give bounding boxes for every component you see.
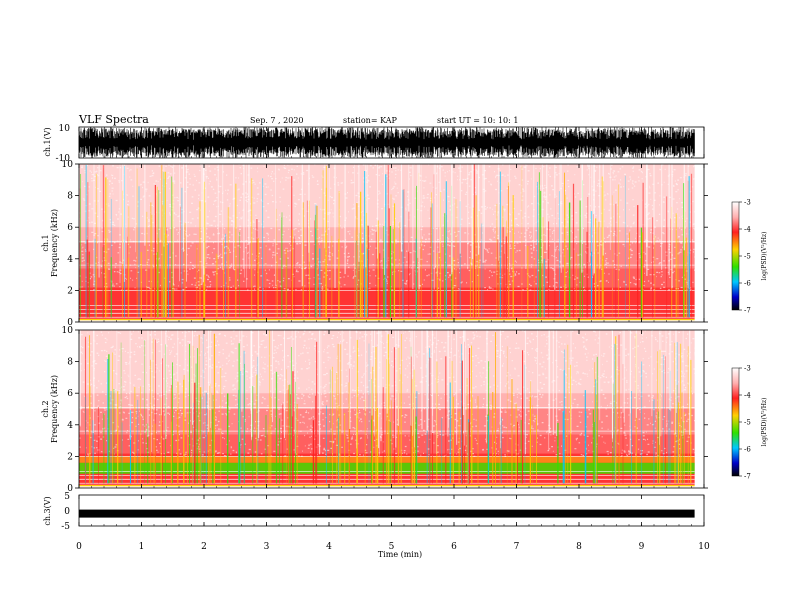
ch2-colorbar-gradient	[731, 367, 740, 477]
ch1-spectrogram-ytick-label: 8	[67, 192, 73, 202]
figure-title: VLF Spectra	[78, 113, 149, 126]
ch1-colorbar-tick-label: -7	[744, 307, 751, 315]
x-tick-label: 6	[451, 542, 457, 552]
ch2-colorbar: -3 -4 -5 -6 -7 log(PSD)(V²/Hz)	[731, 365, 768, 481]
ch2-spectrogram-ytick-label: 6	[67, 389, 73, 399]
x-tick-label: 3	[264, 542, 270, 552]
ch1-colorbar-ticks: -3 -4 -5 -6 -7	[739, 199, 751, 315]
ch1-spectrogram-ytick-label: 10	[62, 160, 74, 170]
ch1-spectrogram-ytick-label: 4	[67, 255, 73, 265]
station-label: station= KAP	[343, 116, 398, 125]
ch1-ylabel: ch.1(V)	[43, 127, 52, 156]
ch2-colorbar-tick-label: -4	[744, 392, 751, 400]
ch3-ylabel: ch.3(V)	[43, 496, 52, 525]
date-label: Sep. 7 , 2020	[250, 116, 304, 125]
ch1-spectrogram-ytick-label: 0	[67, 318, 73, 328]
ch1-colorbar-tick-label: -6	[744, 280, 751, 288]
ch1-waveform-trace	[78, 127, 695, 158]
start-ut-label: start UT = 10: 10: 1	[437, 116, 518, 125]
ch1-ytick-bottom: -10	[56, 154, 71, 164]
ch1-colorbar-tick-label: -3	[744, 199, 751, 207]
x-tick-label: 7	[514, 542, 520, 552]
ch2-spectrogram-ytick-label: 10	[62, 326, 74, 336]
x-tick-label: 0	[76, 542, 82, 552]
x-axis-label: Time (min)	[378, 550, 422, 559]
ch1-spectrogram-ylabel-channel: ch.1	[41, 234, 50, 251]
ch1-ytick-top: 10	[59, 124, 71, 134]
ch1-waveform-line	[78, 127, 695, 158]
ch2-spectrogram-ytick-label: 4	[67, 421, 73, 431]
x-tick-label: 10	[698, 542, 710, 552]
ch1-colorbar-tick-label: -4	[744, 226, 751, 234]
ch1-colorbar-gradient	[731, 201, 740, 311]
ch2-colorbar-ticks: -3 -4 -5 -6 -7	[739, 365, 751, 481]
ch3-waveform-trace	[79, 509, 695, 518]
ch2-colorbar-tick-label: -5	[744, 419, 751, 427]
header: VLF Spectra Sep. 7 , 2020 station= KAP s…	[78, 113, 518, 126]
ch3-ytick-middle: 0	[64, 507, 70, 517]
ch2-spectrogram-ytick-label: 8	[67, 358, 73, 368]
ch3-ytick-bottom: -5	[61, 522, 70, 532]
ch2-spectrogram-ylabel-channel: ch.2	[41, 400, 50, 417]
ch1-colorbar: -3 -4 -5 -6 -7 log(PSD)(V²/Hz)	[731, 199, 768, 315]
spectrogram-green-band	[79, 462, 695, 474]
ch1-spectrogram-panel: 0 2 4 6 8 10 ch.1 Frequency (kHz)	[41, 160, 708, 328]
ch1-spectrogram-ylabel-frequency: Frequency (kHz)	[50, 209, 59, 277]
ch1-spectrogram-yticks: 0 2 4 6 8 10	[62, 160, 708, 328]
ch3-ytick-top: 5	[64, 492, 70, 502]
spectrogram-yellow-band	[79, 456, 695, 463]
ch3-waveform-panel: 5 0 -5 ch.3(V)	[43, 492, 705, 532]
ch1-waveform-panel: 10 -10 ch.1(V)	[43, 124, 705, 164]
ch2-spectrogram-ytick-label: 2	[67, 452, 73, 462]
ch2-spectrogram-ylabel-frequency: Frequency (kHz)	[50, 375, 59, 443]
ch2-spectrogram-yticks: 0 2 4 6 8 10	[62, 326, 708, 494]
ch2-colorbar-tick-label: -3	[744, 365, 751, 373]
ch1-colorbar-label: log(PSD)(V²/Hz)	[761, 232, 768, 281]
ch2-colorbar-label: log(PSD)(V²/Hz)	[761, 398, 768, 447]
x-tick-label: 8	[576, 542, 582, 552]
x-tick-label: 4	[326, 542, 332, 552]
x-tick-label: 2	[201, 542, 207, 552]
ch1-colorbar-tick-label: -5	[744, 253, 751, 261]
x-tick-label: 1	[139, 542, 145, 552]
ch1-spectrogram-ytick-label: 6	[67, 223, 73, 233]
ch2-spectrogram-image	[79, 329, 697, 488]
ch2-spectrogram-panel: 0 2 4 6 8 10 ch.2 Frequency (kHz)	[41, 326, 708, 494]
spectrogram-band	[79, 434, 695, 454]
ch1-spectrogram-image	[78, 163, 697, 322]
ch2-colorbar-tick-label: -7	[744, 473, 751, 481]
x-tick-label: 5	[389, 542, 395, 552]
x-tick-label: 9	[639, 542, 645, 552]
ch1-spectrogram-ytick-label: 2	[67, 286, 73, 296]
x-axis: 0 1 2 3 4 5 6 7 8 9 10	[76, 127, 710, 552]
ch2-colorbar-tick-label: -6	[744, 446, 751, 454]
ch2-spectrogram-ytick-label: 0	[67, 484, 73, 494]
